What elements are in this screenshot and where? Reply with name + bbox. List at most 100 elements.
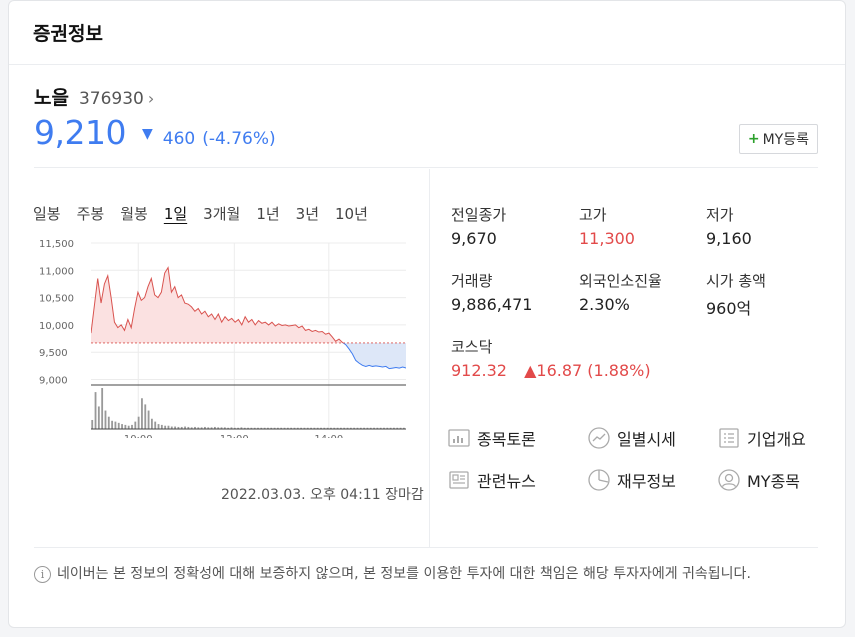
volume-bar (253, 427, 256, 429)
volume-bar (184, 426, 186, 429)
tab-1day[interactable]: 1일 (163, 205, 188, 223)
stat-value: 11,300 (579, 229, 635, 248)
link-related-news[interactable]: 관련뉴스 (447, 468, 536, 492)
tab-3month[interactable]: 3개월 (203, 205, 241, 223)
stat-high: 고가 11,300 (579, 204, 709, 248)
volume-bar (111, 420, 114, 429)
volume-bar (267, 427, 269, 429)
stat-label: 외국인소진율 (579, 272, 662, 290)
volume-bar (270, 427, 273, 429)
link-label: 관련뉴스 (477, 472, 536, 491)
volume-bar (376, 427, 379, 429)
stock-name[interactable]: 노을 (34, 87, 69, 109)
volume-bar (101, 388, 104, 429)
divider-vertical (429, 169, 430, 547)
period-tabs: 일봉 주봉 월봉 1일 3개월 1년 3년 10년 (33, 203, 384, 224)
link-label: 기업개요 (747, 430, 806, 449)
y-tick-label: 10,500 (39, 294, 74, 305)
tab-3year[interactable]: 3년 (295, 205, 320, 223)
volume-bar (167, 425, 170, 429)
stat-market-cap: 시가 총액 960억 (706, 270, 836, 319)
disclaimer: i 네이버는 본 정보의 정확성에 대해 보증하지 않으며, 본 정보를 이용한… (34, 564, 824, 585)
tab-weekly[interactable]: 주봉 (76, 205, 105, 223)
volume-bar (283, 427, 286, 429)
price-change-percent: (-4.76%) (202, 129, 276, 149)
my-register-label: MY등록 (762, 132, 809, 148)
chevron-right-icon[interactable]: › (147, 89, 155, 108)
volume-bar (160, 424, 163, 429)
volume-bar (240, 427, 243, 429)
tab-monthly[interactable]: 월봉 (120, 205, 148, 223)
stat-prev-close: 전일종가 9,670 (451, 204, 581, 248)
down-triangle-icon: ▼ (141, 126, 153, 142)
y-tick-label: 11,000 (39, 266, 74, 277)
user-icon (718, 469, 740, 491)
x-tick-label: 12:00 (220, 434, 249, 438)
y-tick-label: 9,500 (39, 348, 68, 359)
price-change: 460 (162, 129, 196, 149)
kosdaq-value-row: 912.32 ▲16.87 (1.88%) (451, 361, 671, 380)
volume-bar (286, 427, 289, 429)
volume-bar (243, 427, 246, 429)
volume-bar (330, 427, 332, 429)
volume-bar (373, 427, 375, 429)
volume-bar (356, 427, 359, 429)
stat-value: 9,160 (706, 229, 752, 248)
intraday-chart[interactable]: 11,500 11,000 10,500 10,000 9,500 9,000 10:00 1… (39, 233, 409, 438)
stock-name-row[interactable]: 노을 376930 › (34, 83, 154, 110)
volume-bar (276, 427, 279, 429)
link-financial-info[interactable]: 재무정보 (587, 468, 676, 492)
volume-bar (127, 425, 130, 429)
volume-bar (147, 410, 150, 429)
volume-bar (263, 427, 266, 429)
volume-bar (164, 425, 167, 429)
volume-bar (260, 427, 263, 429)
link-my-stocks[interactable]: MY종목 (717, 468, 800, 492)
tab-daily[interactable]: 일봉 (33, 205, 61, 223)
volume-bar (296, 427, 299, 429)
volume-bar (204, 426, 206, 429)
stat-kosdaq[interactable]: 코스닥 912.32 ▲16.87 (1.88%) (451, 336, 671, 380)
volume-bar (114, 421, 117, 429)
my-register-button[interactable]: + MY등록 (738, 124, 818, 154)
volume-bar (349, 427, 352, 429)
volume-bar (333, 427, 336, 429)
volume-bar (134, 421, 137, 429)
stock-code[interactable]: 376930 (78, 89, 144, 109)
volume-bar (180, 426, 183, 429)
price-row: 9,210 ▼ 460 (-4.76%) (34, 113, 276, 152)
card-title: 증권정보 (33, 23, 103, 45)
card-header: 증권정보 (9, 1, 845, 65)
tab-10year[interactable]: 10년 (335, 205, 368, 223)
volume-bar (210, 427, 213, 429)
volume-bar (144, 404, 147, 429)
tab-1year[interactable]: 1년 (256, 205, 280, 223)
link-label: 종목토론 (477, 430, 536, 449)
volume-bar (124, 424, 127, 429)
link-discussion[interactable]: 종목토론 (447, 426, 536, 450)
stat-label: 전일종가 (451, 206, 507, 224)
volume-bar (207, 427, 210, 429)
volume-bar (310, 427, 312, 429)
volume-bar (220, 427, 223, 429)
y-tick-label: 11,500 (39, 239, 74, 250)
volume-bar (366, 427, 369, 429)
stat-value: 9,670 (451, 229, 497, 248)
stat-foreign-ratio: 외국인소진율 2.30% (579, 270, 709, 314)
volume-bar (336, 427, 339, 429)
chart-board-icon (448, 429, 470, 447)
volume-bar (197, 427, 200, 429)
link-daily-price[interactable]: 일별시세 (587, 426, 676, 450)
volume-bar (273, 427, 276, 429)
link-company-overview[interactable]: 기업개요 (717, 426, 806, 450)
volume-bar (353, 427, 356, 429)
volume-bar (369, 427, 372, 429)
pie-chart-icon (588, 469, 610, 491)
kosdaq-change-pct: (1.88%) (587, 361, 651, 380)
volume-bar (170, 426, 173, 429)
kosdaq-index: 912.32 (451, 361, 507, 380)
volume-bar (346, 427, 349, 429)
volume-bar (137, 416, 140, 429)
volume-bar (97, 406, 100, 429)
market-close-timestamp: 2022.03.03. 오후 04:11 장마감 (221, 487, 424, 503)
